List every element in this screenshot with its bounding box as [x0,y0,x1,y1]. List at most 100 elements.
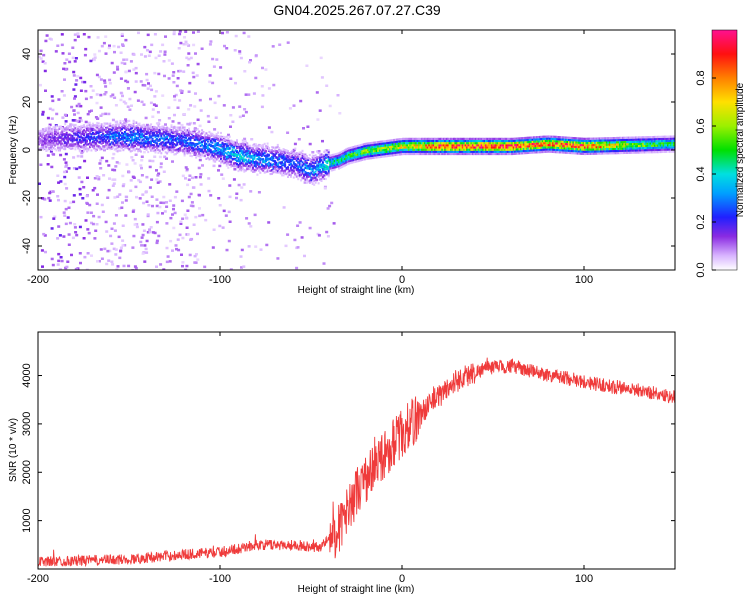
spectrogram-cell [502,139,505,143]
spectrogram-cell [307,180,310,183]
spectrogram-cell [253,213,257,217]
spectrogram-cell [326,161,329,165]
spectrogram-cell [49,144,52,148]
spectrogram-cell [116,123,119,126]
spectrogram-cell [249,146,252,149]
spectrogram-cell [162,170,166,173]
spectrogram-cell [605,152,608,155]
spectrogram-cell [432,152,435,156]
spectrogram-cell [367,142,370,145]
spectrogram-cell [134,139,137,142]
spectrogram-cell [161,43,165,47]
spectrogram-cell [237,169,240,173]
spectrogram-cell [439,146,442,149]
spectrogram-cell [282,169,285,173]
spectrogram-cell [177,139,180,143]
spectrogram-cell [483,139,486,143]
spectrogram-cell [384,146,387,149]
spectrogram-cell [209,139,212,142]
spectrogram-cell [549,146,552,149]
spectrogram-cell [221,31,224,35]
spectrogram-cell [128,108,132,111]
spectrogram-cell [244,150,247,153]
spectrogram-cell [150,195,154,198]
spectrogram-cell [145,251,149,254]
spectrogram-cell [185,169,189,173]
spectrogram-cell [147,138,150,142]
spectrogram-cell [153,71,157,75]
spectrogram-cell [73,60,77,63]
spectrogram-cell [483,144,486,147]
spectrogram-cell [221,177,225,180]
spectrogram-cell [186,138,189,142]
spectrogram-cell [150,140,153,143]
spectrogram-cell [122,123,125,126]
spectrogram-cell [89,146,91,149]
spectrogram-cell [486,148,489,151]
spectrogram-cell [342,160,345,163]
spectrogram-cell [442,146,445,149]
spectrogram-cell [359,152,362,155]
spectrogram-cell [396,140,399,143]
spectrogram-cell [105,122,107,125]
spectrogram-cell [364,142,367,146]
spectrogram-cell [314,181,317,184]
spectrogram-cell [476,142,479,145]
spectrogram-cell [56,143,59,146]
spectrogram-cell [607,137,610,140]
spectrogram-cell [265,156,268,159]
spectrogram-cell [240,165,243,168]
spectrogram-cell [495,148,498,151]
spectrogram-cell [257,147,260,151]
spectrogram-cell [128,138,131,141]
spectrogram-cell [512,139,515,142]
spectrogram-cell [201,136,204,139]
spectrogram-cell [287,151,289,154]
spectrogram-cell [538,142,541,145]
spectrogram-cell [503,150,506,153]
spectrogram-cell [99,106,103,109]
spectrogram-cell [253,155,256,158]
spectrogram-cell [121,94,124,98]
spectrogram-cell [441,144,444,147]
spectrogram-cell [170,131,173,134]
spectrogram-cell [310,179,313,182]
spectrogram-cell [240,143,243,146]
spectrogram-cell [70,125,72,128]
spectrogram-cell [323,168,326,171]
spectrogram-cell [451,142,454,145]
spectrogram-cell [271,169,273,172]
spectrogram-cell [179,148,182,151]
spectrogram-cell [297,166,300,169]
spectrogram-cell [204,142,206,145]
spectrogram-cell [140,53,143,56]
spectrogram-cell [316,178,319,181]
spectrogram-cell [135,147,138,150]
spectrogram-cell [303,153,305,156]
spectrogram-cell [51,263,55,267]
spectrogram-cell [59,131,62,134]
spectrogram-cell [201,149,204,153]
spectrogram-cell [185,148,188,151]
spectrogram-cell [533,151,535,154]
spectrogram-cell [55,137,58,140]
spectrogram-cell [229,268,233,270]
spectrogram-cell [134,135,137,138]
spectrogram-cell [517,148,519,151]
spectrogram-cell [436,146,439,149]
spectrogram-cell [442,139,445,143]
spectrogram-cell [450,152,452,156]
spectrogram-cell [485,150,487,153]
spectrogram-cell [198,158,202,162]
spectrogram-cell [115,123,118,127]
spectrogram-cell [458,146,461,149]
spectrogram-cell [506,137,509,140]
spectrogram-cell [171,120,175,123]
spectrogram-cell [375,154,378,157]
spectrogram-cell [284,164,287,167]
spectrogram-cell [173,95,176,98]
spectrogram-cell [132,68,136,71]
spectrogram-cell [86,143,88,146]
spectrogram-cell [50,227,54,230]
spectrogram-cell [132,234,136,238]
